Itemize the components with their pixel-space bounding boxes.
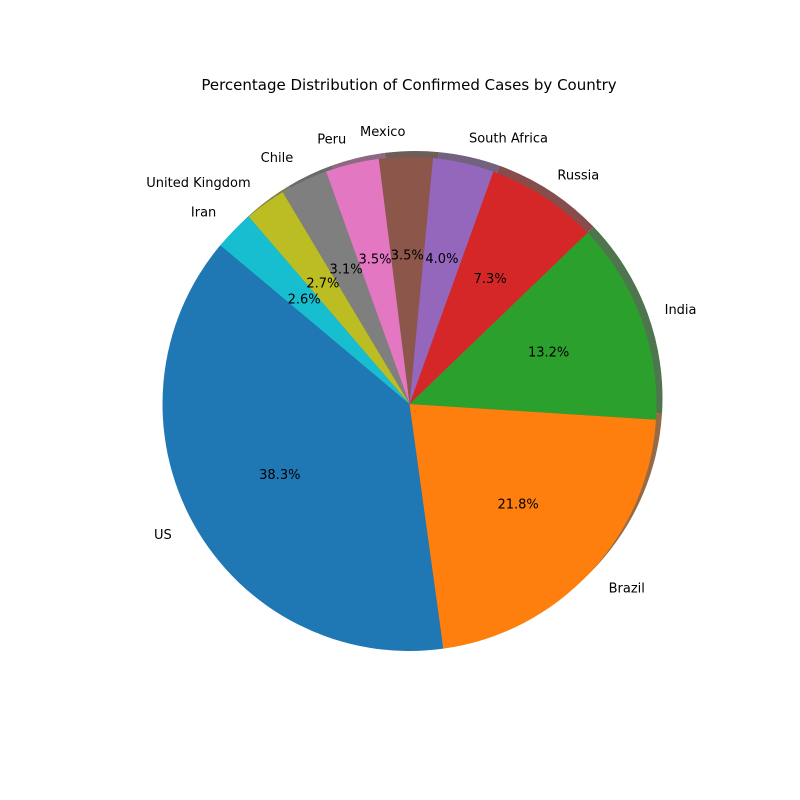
pie-slice-us (162, 245, 444, 652)
pie-category-labels: US Brazil India Russia South Africa Mexico Per… (146, 125, 696, 597)
pie-slices (162, 157, 657, 652)
pie-label-chile: Chile (261, 151, 294, 166)
pie-label-south-africa: South Africa (469, 131, 548, 146)
pie-slice-russia (409, 171, 588, 404)
pie-percentage-chile: 3.1% (330, 263, 363, 278)
pie-percentage-russia: 7.3% (474, 272, 507, 287)
pie-slice-brazil (409, 404, 657, 649)
chart-title: Percentage Distribution of Confirmed Cas… (201, 76, 616, 94)
pie-slice-south-africa (409, 158, 494, 404)
pie-slice-chile (282, 171, 410, 404)
pie-percentage-south-africa: 4.0% (425, 252, 458, 267)
pie-percentage-peru: 3.5% (358, 252, 391, 267)
pie-percentage-us: 38.3% (259, 468, 300, 483)
pie-percentage-iran: 2.6% (288, 292, 321, 307)
pie-percentage-labels: 38.3%21.8%13.2%7.3%4.0%3.5%3.5%3.1%2.7%2… (259, 248, 569, 512)
pie-label-mexico: Mexico (360, 125, 405, 140)
pie-label-iran: Iran (191, 205, 216, 220)
pie-slice-peru (325, 158, 410, 404)
pie-label-india: India (665, 303, 697, 318)
pie-slice-mexico (378, 157, 433, 404)
pie-percentage-mexico: 3.5% (391, 248, 424, 263)
pie-percentage-india: 13.2% (528, 346, 569, 361)
pie-label-brazil: Brazil (609, 581, 645, 596)
pie-slice-iran (220, 216, 410, 404)
pie-slice-united-kingdom (248, 192, 410, 404)
pie-slice-india (409, 232, 657, 420)
pie-percentage-brazil: 21.8% (497, 497, 538, 512)
pie-label-peru: Peru (317, 132, 346, 147)
pie-label-us: US (154, 528, 172, 543)
pie-label-russia: Russia (557, 169, 599, 184)
pie-percentage-united-kingdom: 2.7% (306, 276, 339, 291)
pie-label-united-kingdom: United Kingdom (146, 176, 250, 191)
